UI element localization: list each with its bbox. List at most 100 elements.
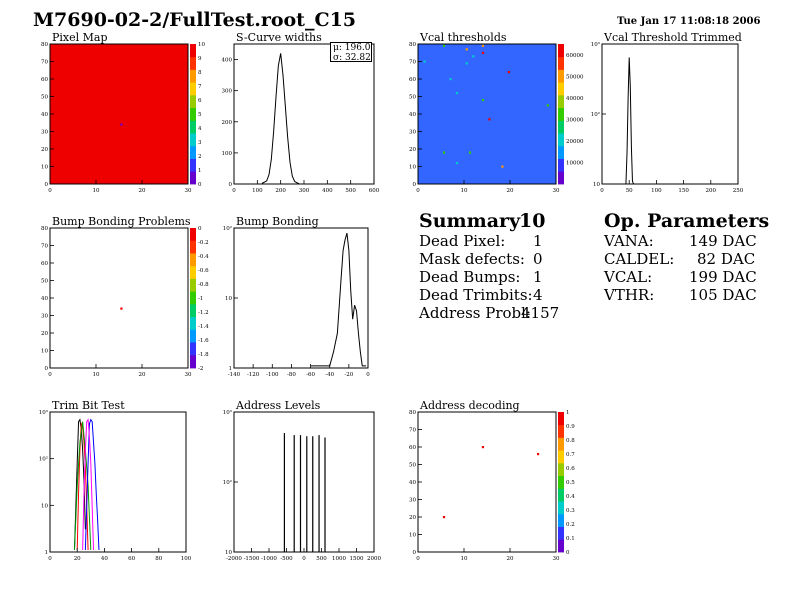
summary-label: Address Probl: — [419, 304, 531, 322]
y-tick-label: 80 — [409, 42, 416, 48]
y-tick-label: 10² — [591, 111, 600, 118]
y-tick-label: 400 — [222, 58, 233, 64]
y-tick-label: 70 — [41, 244, 48, 250]
summary-label: Dead Pixel: — [419, 232, 506, 250]
colorbar-segment — [558, 513, 564, 527]
colorbar-label: 0.6 — [566, 466, 575, 472]
y-tick-label: 40 — [41, 296, 48, 302]
colorbar-segment — [190, 291, 196, 305]
stats-sigma: σ: 32.82 — [333, 53, 371, 63]
summary-value: 1 — [533, 268, 543, 286]
summary-value: 1 — [533, 232, 543, 250]
y-tick-label: 200 — [222, 120, 233, 126]
colorbar-segment — [558, 539, 564, 553]
y-tick-label: 0 — [229, 182, 233, 188]
colorbar-label: -1.8 — [198, 352, 209, 358]
colorbar-segment — [558, 424, 564, 438]
x-tick-label: 40 — [101, 556, 108, 562]
address-decoding-chart: 0 10 20 30 0 10 20 30 40 50 60 70 80 0 0.1 0.2 0.3 0.4 0.5… — [409, 410, 575, 562]
summary-label: Mask defects: — [419, 250, 525, 268]
x-tick-label: 100 — [651, 188, 662, 194]
x-tick-label: -100 — [266, 372, 279, 378]
vcal-thresholds-chart: 0 10 20 30 0 10 20 30 40 50 60 70 80 10000 20000 30000 4… — [409, 42, 584, 194]
y-tick-label: 50 — [41, 95, 48, 101]
plot-frame — [233, 43, 375, 185]
colorbar-segment — [190, 145, 196, 159]
colorbar-segment — [190, 228, 196, 242]
heatmap-cell — [465, 48, 468, 51]
x-tick-label: 0 — [232, 188, 236, 194]
x-tick-label: 500 — [316, 556, 327, 562]
op-parameters-title: Op. Parameters — [604, 210, 770, 232]
y-tick-label: 50 — [409, 95, 416, 101]
y-tick-label: 40 — [409, 112, 416, 118]
y-tick-label: 10³ — [223, 409, 232, 416]
colorbar-segment — [190, 69, 196, 83]
y-tick-label: 10² — [223, 225, 232, 232]
y-tick-label: 20 — [409, 515, 416, 521]
heatmap-cell — [449, 78, 452, 81]
heatmap-cell — [488, 118, 491, 121]
x-tick-label: 0 — [366, 372, 370, 378]
heatmap-fill — [418, 44, 556, 184]
colorbar-segment — [558, 82, 564, 96]
colorbar-segment — [558, 133, 564, 147]
x-tick-label: 250 — [733, 188, 744, 194]
y-tick-label: 70 — [409, 428, 416, 434]
colorbar-segment — [558, 501, 564, 515]
x-tick-label: 300 — [299, 188, 310, 194]
series-line — [625, 57, 635, 185]
heatmap-cell — [423, 60, 426, 63]
colorbar-label: 60000 — [566, 53, 584, 59]
x-tick-label: -20 — [344, 372, 353, 378]
colorbar-segment — [190, 329, 196, 343]
summary-label: Dead Trimbits: — [419, 286, 533, 304]
heatmap-cell — [120, 307, 123, 310]
x-tick-label: 10 — [461, 188, 468, 194]
y-tick-label: 10 — [41, 165, 48, 171]
x-tick-label: -80 — [287, 372, 296, 378]
y-tick-label: 60 — [409, 445, 416, 451]
colorbar-segment — [558, 145, 564, 159]
colorbar-segment — [558, 120, 564, 134]
y-tick-label: 80 — [409, 410, 416, 416]
x-tick-label: 10 — [93, 188, 100, 194]
heatmap-cell — [455, 92, 459, 95]
x-tick-label: 20 — [139, 372, 146, 378]
y-tick-label: 20 — [409, 147, 416, 153]
heatmap-cell — [507, 71, 510, 74]
colorbar-label: 9 — [198, 56, 202, 62]
y-tick-label: 10 — [225, 550, 232, 556]
heatmap-cell — [481, 99, 485, 102]
series-line — [73, 418, 86, 551]
plot-title-trim-bit-test: Trim Bit Test — [52, 399, 125, 412]
colorbar-label: 30000 — [566, 117, 584, 123]
heatmap-cell — [120, 123, 123, 126]
colorbar-label: 7 — [198, 84, 202, 90]
colorbar-label: 10000 — [566, 160, 584, 166]
x-tick-label: 10 — [461, 556, 468, 562]
colorbar-label: -1.6 — [198, 338, 209, 344]
x-tick-label: 0 — [48, 556, 52, 562]
colorbar-label: -1 — [198, 296, 203, 302]
plot-frame — [49, 411, 187, 553]
pixel-map-chart: 0 10 20 30 0 10 20 30 40 50 60 70 80 0 1 2 3 4 5 6 7 8 9 10 — [41, 42, 205, 194]
colorbar-segment — [190, 304, 196, 318]
vcal-threshold-trimmed-chart: 0 50 100 150 200 250 10 10² 10³ — [591, 41, 744, 194]
heatmap-cell — [442, 516, 446, 519]
colorbar-segment — [190, 266, 196, 280]
page-title: M7690-02-2/FullTest.root_C15 — [33, 9, 357, 31]
x-tick-label: 20 — [74, 556, 81, 562]
x-tick-label: 600 — [369, 188, 380, 194]
colorbar-label: 10 — [198, 42, 205, 48]
series-line — [82, 418, 95, 551]
x-tick-label: 0 — [302, 556, 306, 562]
colorbar-label: 0.8 — [566, 438, 575, 444]
plot-title-s-curve-widths: S-Curve widths — [236, 31, 322, 44]
colorbar-segment — [558, 450, 564, 464]
y-tick-label: 60 — [41, 77, 48, 83]
x-tick-label: 200 — [706, 188, 717, 194]
heatmap-cell — [546, 104, 549, 107]
stats-box: μ: 196.0 σ: 32.82 — [330, 42, 372, 63]
x-tick-label: 1500 — [350, 556, 364, 562]
